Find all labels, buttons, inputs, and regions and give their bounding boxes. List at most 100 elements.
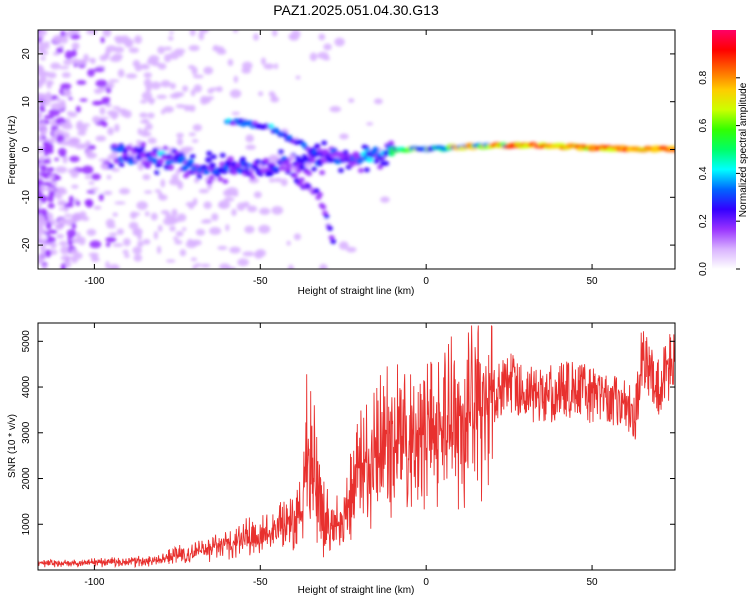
heatmap-cell [286, 240, 291, 246]
heatmap-cell [188, 44, 200, 52]
heatmap-cell [67, 111, 78, 118]
heatmap-cell [81, 165, 94, 175]
heatmap-cell [154, 169, 161, 175]
heatmap-cell [380, 196, 390, 203]
heatmap-cell [306, 171, 313, 177]
heatmap-cell [259, 207, 271, 215]
heatmap-cell [44, 249, 52, 258]
heatmap-cell [113, 46, 125, 53]
heatmap-cell [105, 236, 117, 243]
heatmap-cell [320, 157, 328, 164]
heatmap-cell [317, 148, 324, 154]
heatmap-cell [38, 199, 42, 208]
spectrogram-x-tick-label: -50 [253, 276, 268, 287]
heatmap-cell [56, 102, 66, 110]
heatmap-cell [56, 47, 64, 54]
heatmap-cell [321, 151, 328, 157]
heatmap-cell [101, 97, 110, 105]
heatmap-cell [193, 177, 200, 184]
heatmap-cell [319, 263, 328, 269]
heatmap-cell [277, 149, 284, 155]
heatmap-cell [241, 67, 252, 74]
heatmap-cell [158, 159, 165, 165]
heatmap-cell [48, 229, 58, 234]
heatmap-cell [189, 215, 196, 221]
heatmap-cell [224, 266, 237, 269]
heatmap-cell [149, 98, 154, 105]
heatmap-cell [217, 245, 228, 250]
snr-series-line [38, 325, 675, 569]
heatmap-cell [217, 176, 224, 182]
heatmap-cell [51, 136, 56, 144]
heatmap-cell [41, 209, 48, 217]
heatmap-cell [669, 147, 675, 153]
heatmap-cell [229, 246, 241, 254]
heatmap-cell [142, 238, 151, 245]
heatmap-cell [227, 58, 234, 67]
heatmap-cell [318, 33, 326, 41]
heatmap-cell [112, 143, 119, 149]
heatmap-cell [108, 163, 115, 169]
heatmap-cell [38, 255, 44, 263]
heatmap-cell [59, 153, 66, 157]
heatmap-cell [176, 137, 183, 146]
heatmap-cell [128, 221, 139, 230]
heatmap-cell [93, 67, 105, 72]
heatmap-cell [330, 239, 337, 245]
heatmap-cell [164, 53, 172, 63]
heatmap-cell [142, 174, 151, 181]
heatmap-cell [226, 187, 239, 196]
heatmap-cell [225, 224, 230, 232]
snr-ticks: -100 -50 0 50 1000 2000 3000 4000 5000 [21, 323, 675, 588]
heatmap-cell [118, 162, 125, 168]
heatmap-cell [231, 208, 237, 217]
heatmap-cell [282, 132, 289, 138]
heatmap-cell [55, 223, 63, 231]
heatmap-cell [153, 260, 159, 269]
heatmap-cell [337, 167, 344, 173]
heatmap-cell [326, 225, 333, 231]
heatmap-cell [63, 59, 73, 66]
heatmap-cell [50, 125, 59, 131]
heatmap-cell [62, 155, 68, 164]
heatmap-cell [75, 105, 81, 113]
heatmap-cell [100, 163, 109, 170]
heatmap-cell [187, 158, 195, 165]
snr-y-tick-label: 3000 [21, 421, 32, 444]
snr-y-tick-label: 5000 [21, 330, 32, 353]
heatmap-cell [123, 238, 131, 247]
heatmap-cell [160, 80, 171, 88]
heatmap-cell [295, 75, 301, 80]
heatmap-cell [189, 153, 196, 159]
heatmap-cell [196, 174, 203, 180]
heatmap-cell [39, 129, 47, 136]
heatmap-cell [45, 221, 52, 230]
heatmap-cell [151, 157, 159, 164]
heatmap-cell [39, 184, 46, 193]
spectrogram-x-tick-label: 50 [586, 276, 598, 287]
heatmap-cell [114, 123, 120, 133]
heatmap-cell [60, 246, 70, 255]
heatmap-cell [182, 85, 189, 92]
heatmap-cell [160, 178, 166, 188]
heatmap-cell [134, 35, 143, 44]
heatmap-cell [56, 234, 65, 239]
heatmap-cell [231, 170, 238, 176]
heatmap-cell [175, 230, 184, 237]
heatmap-cell [298, 164, 306, 171]
heatmap-cell [179, 155, 187, 162]
heatmap-cell [232, 30, 239, 33]
heatmap-cell [50, 62, 61, 70]
heatmap-cell [71, 42, 80, 50]
heatmap-cell [271, 30, 278, 37]
figure-title: PAZ1.2025.051.04.30.G13 [273, 2, 439, 18]
heatmap-cell [183, 146, 194, 152]
heatmap-cell [313, 188, 320, 194]
heatmap-cell [86, 228, 97, 236]
heatmap-cell [92, 115, 101, 124]
heatmap-cell [263, 63, 275, 70]
heatmap-cell [118, 188, 131, 195]
heatmap-cell [156, 245, 162, 254]
heatmap-cell [95, 135, 107, 142]
